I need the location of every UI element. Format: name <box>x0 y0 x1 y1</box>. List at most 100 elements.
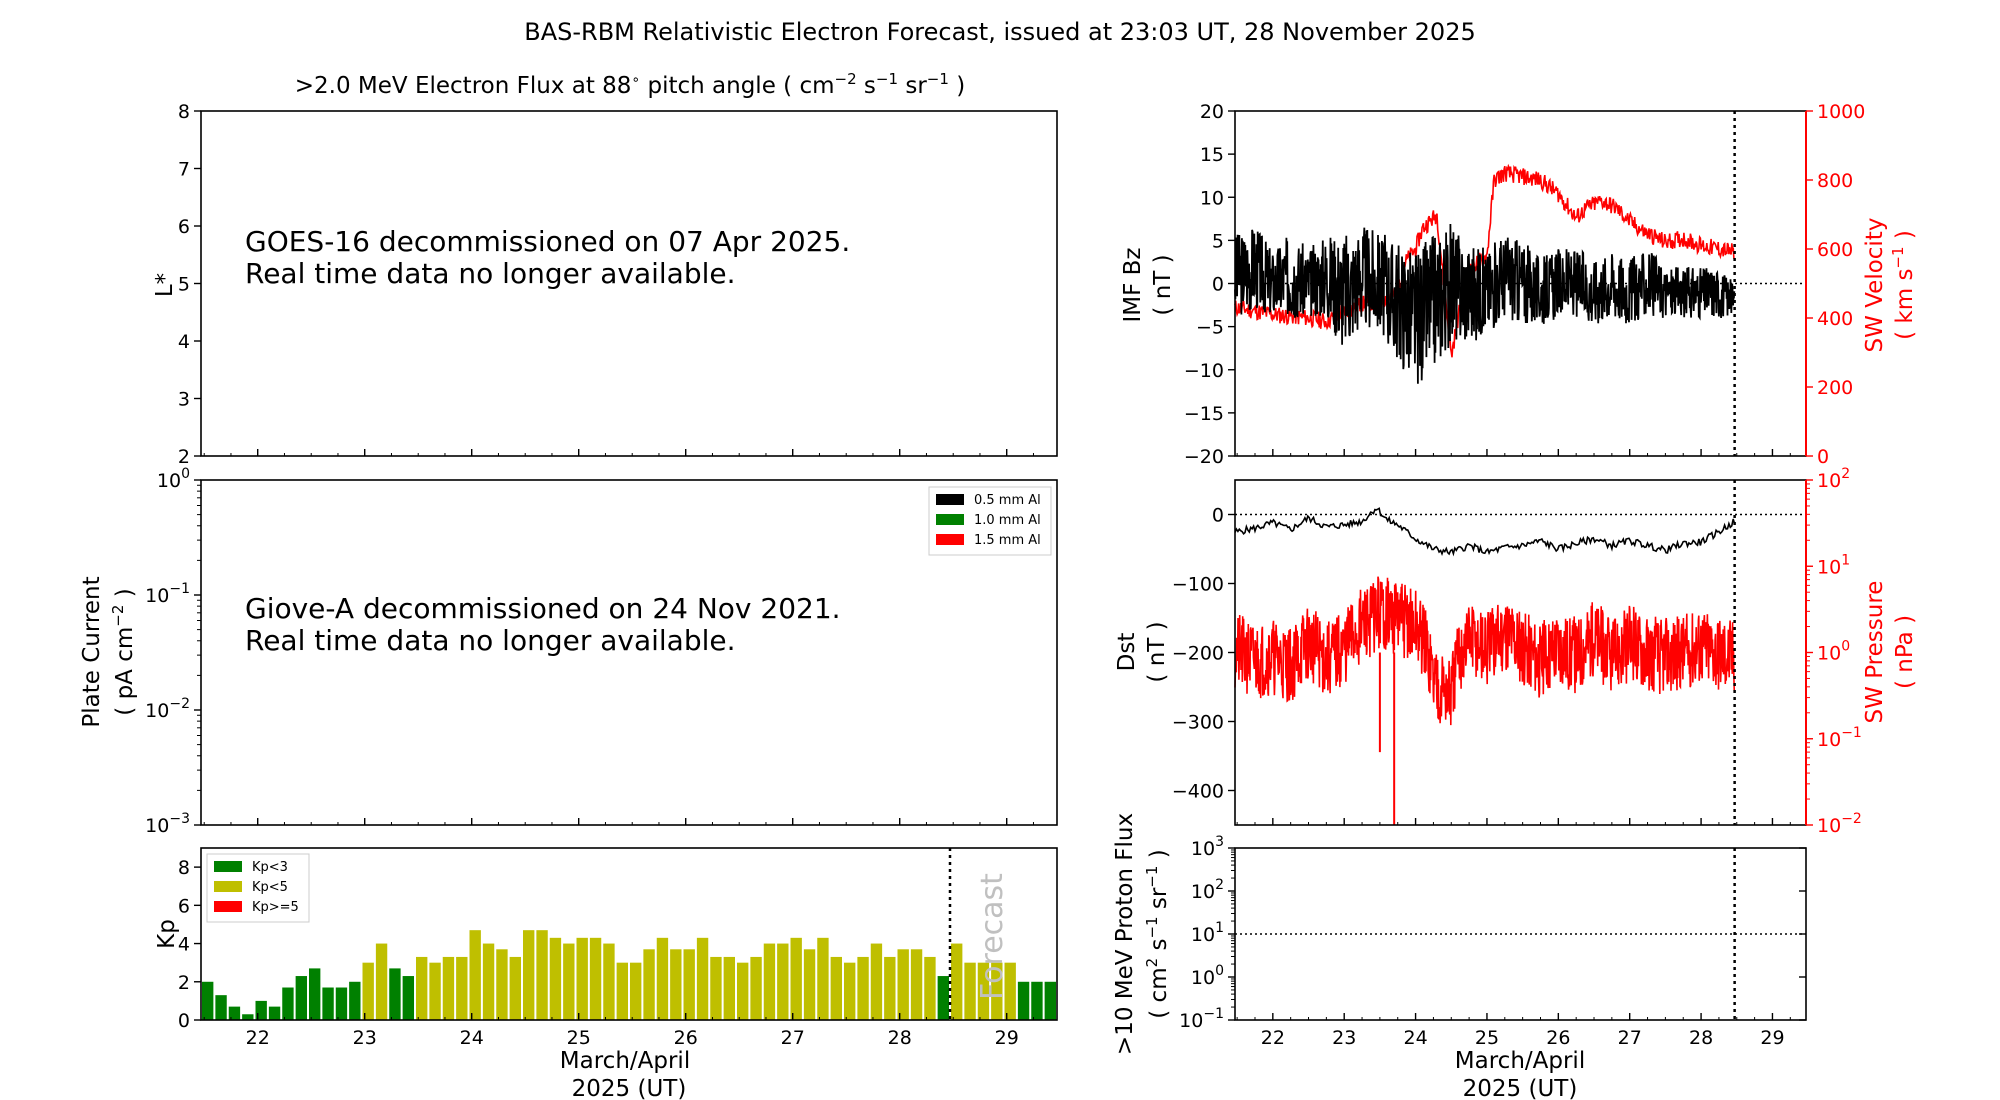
kp-yaxis: 0 2 4 6 8 <box>178 857 201 1032</box>
kp-bar <box>429 962 441 1020</box>
proton-ytick-label: 10−1 <box>1179 1006 1224 1032</box>
pressure-ylabel-line2: ( nPa ) <box>1892 615 1918 689</box>
kp-xlabel-line2: 2025 (UT) <box>572 1076 687 1100</box>
proton-xlabel-line1: March/April <box>1455 1048 1585 1074</box>
kp-xtick-label: 28 <box>888 1027 912 1049</box>
plate-current-ylabel-line1: Plate Current <box>79 576 105 727</box>
imf-ytick-label: 15 <box>1200 144 1224 166</box>
velocity-ylabel-line2: ( km s−1 ) <box>1889 230 1918 340</box>
kp-bar <box>1017 981 1030 1020</box>
legend-label-10mm: 1.0 mm Al <box>974 513 1041 528</box>
kp-bar <box>389 968 401 1020</box>
kp-bar <box>202 981 214 1020</box>
kp-xtick-label: 26 <box>674 1027 698 1049</box>
goes-decommission-note-line1: GOES-16 decommissioned on 07 Apr 2025. <box>245 225 850 258</box>
plate-ytick-label: 10−3 <box>145 811 190 837</box>
kp-bar <box>790 937 802 1020</box>
legend-swatch-kp-low <box>214 861 242 872</box>
proton-ytick-label: 101 <box>1191 920 1224 946</box>
kp-bar <box>710 956 722 1020</box>
kp-bar <box>335 987 348 1020</box>
kp-bar <box>643 949 655 1020</box>
kp-bar <box>937 976 949 1020</box>
imf-yaxis: −20 −15 −10 −5 0 5 10 15 20 <box>1184 101 1235 468</box>
sw-velocity-line <box>1234 163 1735 358</box>
dst-ytick-label: −200 <box>1172 643 1224 665</box>
proton-xtick-label: 25 <box>1475 1027 1499 1049</box>
dst-ylabel-line2: ( nT ) <box>1144 621 1170 682</box>
kp-bar <box>924 956 936 1020</box>
kp-bar <box>589 937 602 1020</box>
kp-bar <box>416 956 428 1020</box>
legend-swatch-15mm <box>936 534 964 545</box>
kp-axes <box>200 847 1058 1021</box>
kp-bar <box>496 949 508 1020</box>
sw-pressure-line <box>1234 576 1736 726</box>
plate-ytick-label: 10−2 <box>145 696 190 722</box>
dst-ytick-label: 0 <box>1212 505 1224 527</box>
kp-bar <box>322 987 334 1020</box>
pressure-ytick-label: 10−1 <box>1817 725 1862 751</box>
pressure-yaxis: 102 101 100 10−1 10−2 <box>1806 466 1862 837</box>
kp-bar <box>817 937 829 1020</box>
kp-bar <box>215 995 227 1020</box>
kp-bar <box>509 956 521 1020</box>
pressure-ylabel-line1: SW Pressure <box>1862 581 1888 724</box>
proton-ylabel-line1: >10 MeV Proton Flux <box>1112 813 1138 1055</box>
dst-xaxis <box>1236 818 1791 825</box>
flux-ytick-label: 8 <box>178 101 190 123</box>
flux-ytick-label: 5 <box>178 274 190 296</box>
plate-current-axes <box>200 479 1058 826</box>
dst-pressure-series <box>1234 480 1806 825</box>
velocity-ytick-label: 0 <box>1817 446 1829 468</box>
plate-current-legend: 0.5 mm Al 1.0 mm Al 1.5 mm Al <box>928 486 1052 556</box>
proton-yaxis: 103 102 101 100 10−1 <box>1179 834 1806 1032</box>
plate-ytick-label: 100 <box>157 466 190 492</box>
kp-bar <box>737 962 749 1020</box>
giove-decommission-note-line2: Real time data no longer available. <box>245 624 736 657</box>
kp-bars <box>202 930 1056 1020</box>
proton-xtick-label: 29 <box>1760 1027 1784 1049</box>
dst-ytick-label: −400 <box>1172 781 1224 803</box>
legend-label-05mm: 0.5 mm Al <box>974 493 1041 508</box>
kp-xtick-label: 29 <box>995 1027 1019 1049</box>
kp-legend: Kp<3 Kp<5 Kp>=5 <box>206 853 310 923</box>
plate-ytick-label: 10−1 <box>145 581 190 607</box>
kp-bar <box>777 943 789 1020</box>
kp-bar <box>897 949 909 1020</box>
kp-xlabel-line1: March/April <box>560 1048 690 1074</box>
kp-bar <box>723 956 735 1020</box>
kp-bar <box>549 937 562 1020</box>
kp-bar <box>830 956 842 1020</box>
pressure-ytick-label: 102 <box>1817 466 1850 492</box>
velocity-yaxis: 0 200 400 600 800 1000 <box>1806 101 1865 468</box>
legend-label-15mm: 1.5 mm Al <box>974 533 1041 548</box>
kp-xtick-label: 27 <box>781 1027 805 1049</box>
kp-bar <box>964 962 976 1020</box>
flux-ytick-label: 2 <box>178 446 190 468</box>
proton-ytick-label: 102 <box>1191 877 1224 903</box>
kp-bar <box>255 1000 267 1020</box>
kp-bar <box>295 976 307 1020</box>
kp-bar <box>402 976 414 1020</box>
kp-bar <box>1044 981 1056 1020</box>
proton-xtick-label: 23 <box>1332 1027 1356 1049</box>
kp-bar <box>630 962 642 1020</box>
imf-velocity-panel: −20 −15 −10 −5 0 5 10 15 20 0 200 400 600 800 1000 IM… <box>1120 101 1918 468</box>
kp-bar <box>857 956 869 1020</box>
dst-ytick-label: −100 <box>1172 574 1224 596</box>
kp-ytick-label: 4 <box>178 934 190 956</box>
imf-ytick-label: −15 <box>1184 403 1224 425</box>
plate-current-panel: 100 10−1 10−2 10−3 Plate Current ( pA cm−2 … <box>79 466 1058 837</box>
imf-bz-line <box>1234 223 1736 384</box>
kp-bar <box>1031 981 1043 1020</box>
proton-flux-series <box>1235 848 1806 1020</box>
kp-xtick-label: 24 <box>460 1027 484 1049</box>
kp-xtick-label: 22 <box>246 1027 270 1049</box>
kp-bar <box>349 981 361 1020</box>
imf-ytick-label: 0 <box>1212 274 1224 296</box>
imf-ytick-label: 10 <box>1200 187 1224 209</box>
kp-bar <box>656 937 669 1020</box>
